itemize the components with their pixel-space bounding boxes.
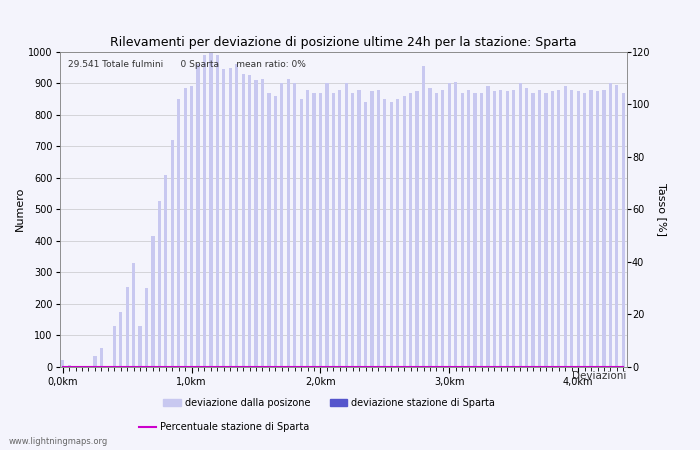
Bar: [461, 93, 464, 367]
Bar: [480, 93, 483, 367]
Bar: [254, 80, 258, 367]
Legend: deviazione dalla posizone, deviazione stazione di Sparta: deviazione dalla posizone, deviazione st…: [160, 394, 498, 411]
Bar: [505, 91, 509, 367]
Bar: [531, 93, 535, 367]
Text: www.lightningmaps.org: www.lightningmaps.org: [8, 437, 108, 446]
Bar: [525, 88, 528, 367]
Bar: [609, 83, 612, 367]
Bar: [338, 90, 342, 367]
Bar: [622, 93, 625, 367]
Bar: [171, 140, 174, 367]
Bar: [538, 90, 541, 367]
Bar: [177, 99, 181, 367]
Bar: [197, 64, 199, 367]
Bar: [93, 356, 97, 367]
Bar: [158, 202, 161, 367]
Bar: [132, 263, 135, 367]
Bar: [589, 90, 593, 367]
Bar: [390, 102, 393, 367]
Text: Deviazioni: Deviazioni: [572, 371, 626, 381]
Bar: [274, 96, 277, 367]
Bar: [422, 66, 425, 367]
Bar: [203, 55, 206, 367]
Bar: [615, 85, 618, 367]
Bar: [384, 99, 386, 367]
Bar: [151, 236, 155, 367]
Bar: [370, 91, 374, 367]
Bar: [377, 90, 380, 367]
Bar: [293, 83, 296, 367]
Bar: [139, 326, 141, 367]
Bar: [61, 360, 64, 367]
Bar: [570, 90, 573, 367]
Bar: [602, 90, 606, 367]
Bar: [402, 96, 406, 367]
Bar: [545, 93, 547, 367]
Bar: [512, 90, 515, 367]
Bar: [183, 88, 187, 367]
Bar: [564, 86, 567, 367]
Bar: [409, 93, 412, 367]
Bar: [87, 366, 90, 367]
Bar: [248, 75, 251, 367]
Bar: [326, 83, 328, 367]
Bar: [467, 90, 470, 367]
Bar: [499, 90, 503, 367]
Bar: [145, 288, 148, 367]
Bar: [519, 83, 522, 367]
Bar: [222, 69, 225, 367]
Y-axis label: Tasso [%]: Tasso [%]: [657, 183, 667, 236]
Bar: [396, 99, 400, 367]
Bar: [358, 90, 360, 367]
Bar: [493, 91, 496, 367]
Bar: [235, 64, 238, 367]
Bar: [351, 93, 354, 367]
Title: Rilevamenti per deviazione di posizione ultime 24h per la stazione: Sparta: Rilevamenti per deviazione di posizione …: [110, 36, 576, 49]
Bar: [68, 365, 71, 367]
Legend: Percentuale stazione di Sparta: Percentuale stazione di Sparta: [135, 418, 313, 436]
Bar: [241, 74, 245, 367]
Bar: [209, 52, 213, 367]
Bar: [312, 93, 316, 367]
Bar: [280, 83, 284, 367]
Bar: [318, 93, 322, 367]
Bar: [441, 90, 444, 367]
Bar: [190, 86, 193, 367]
Bar: [119, 311, 122, 367]
Bar: [286, 78, 290, 367]
Bar: [306, 90, 309, 367]
Bar: [486, 86, 489, 367]
Bar: [557, 90, 561, 367]
Bar: [332, 93, 335, 367]
Bar: [577, 91, 580, 367]
Bar: [596, 91, 599, 367]
Bar: [583, 93, 586, 367]
Bar: [454, 82, 457, 367]
Bar: [113, 326, 116, 367]
Bar: [267, 93, 270, 367]
Text: 29.541 Totale fulmini      0 Sparta      mean ratio: 0%: 29.541 Totale fulmini 0 Sparta mean rati…: [68, 59, 306, 68]
Bar: [216, 55, 219, 367]
Bar: [125, 288, 129, 367]
Y-axis label: Numero: Numero: [15, 187, 25, 231]
Bar: [300, 99, 302, 367]
Bar: [229, 68, 232, 367]
Bar: [344, 83, 348, 367]
Bar: [551, 91, 554, 367]
Bar: [428, 88, 432, 367]
Bar: [473, 93, 477, 367]
Bar: [164, 175, 167, 367]
Bar: [106, 366, 109, 367]
Bar: [416, 91, 419, 367]
Bar: [364, 102, 368, 367]
Bar: [448, 83, 451, 367]
Bar: [74, 366, 77, 367]
Bar: [435, 93, 438, 367]
Bar: [261, 78, 264, 367]
Bar: [100, 348, 103, 367]
